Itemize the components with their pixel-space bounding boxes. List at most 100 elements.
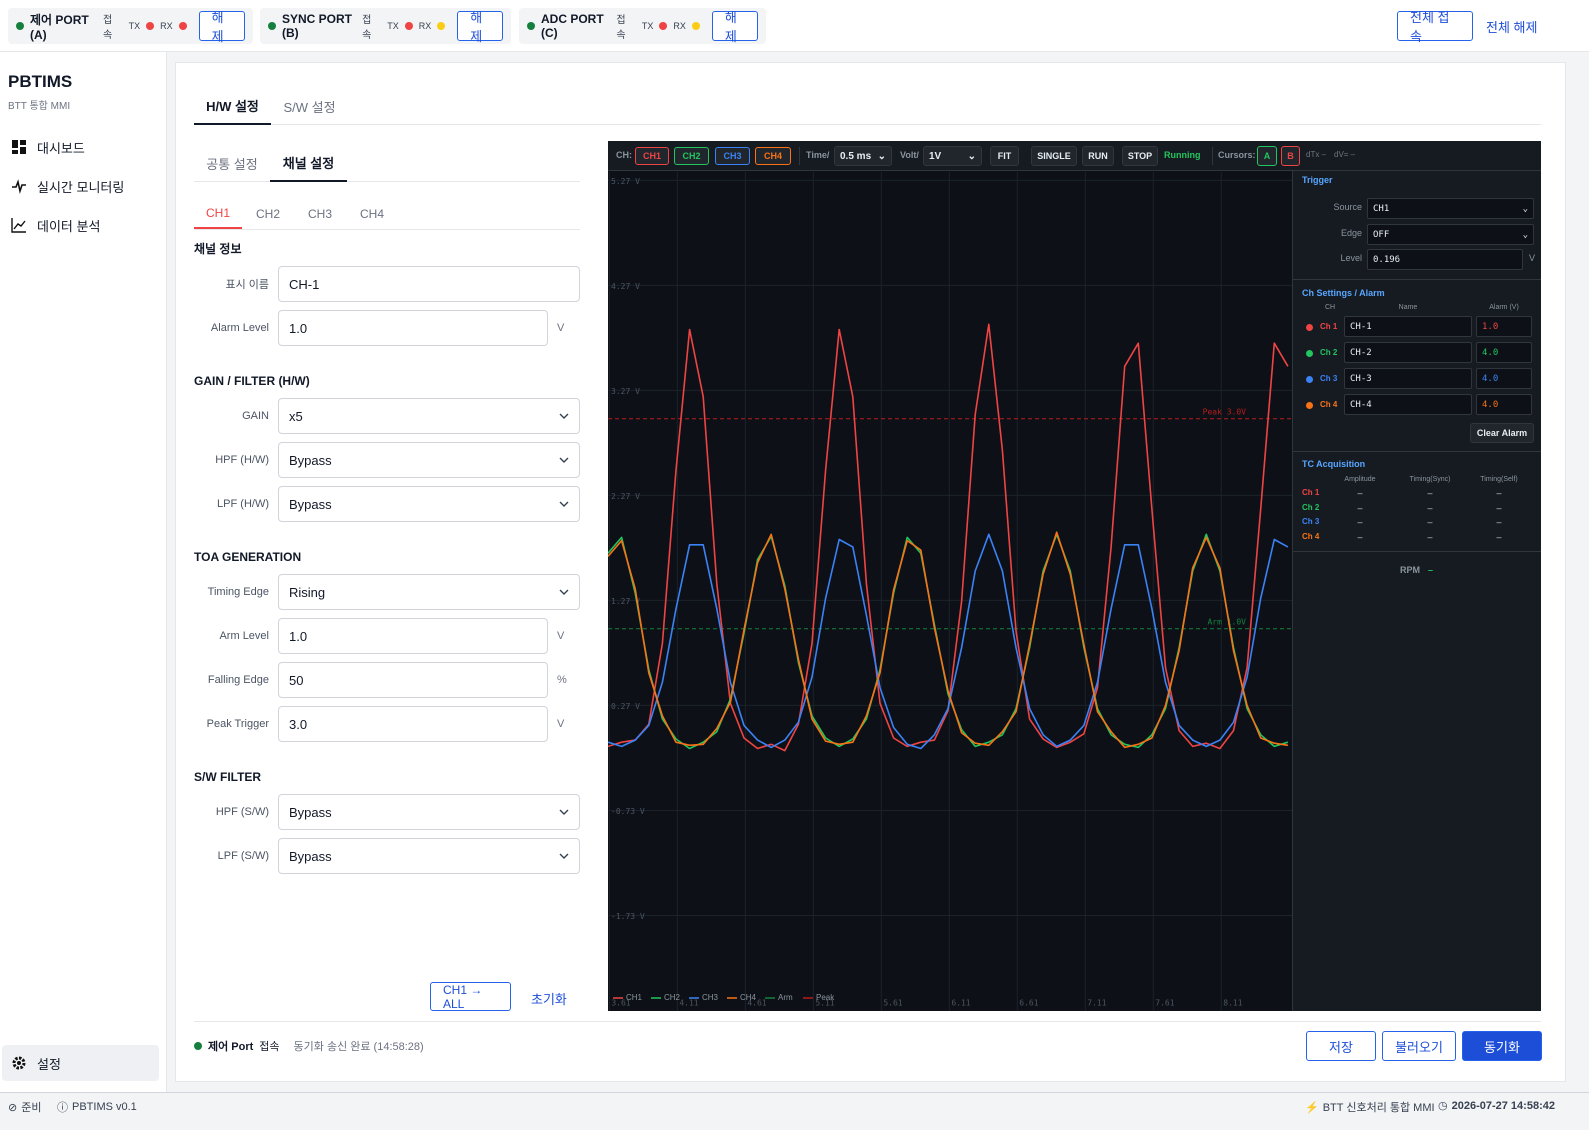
port-status: 접속 [102, 15, 113, 41]
disconnect-button[interactable]: 해제 [198, 10, 245, 44]
y-tick-label: 0.27 V [611, 702, 640, 711]
rx-label: RX [673, 21, 686, 31]
select[interactable]: Rising [278, 574, 580, 610]
cursor-b-button[interactable]: B [1281, 146, 1300, 166]
chevron [559, 457, 569, 463]
series-line [608, 323, 1289, 752]
connect-all-button[interactable]: 전체 접속 [1397, 10, 1473, 44]
y-tick-label: 5.27 V [611, 177, 640, 186]
chevron: ⌄ [967, 150, 976, 162]
sync-button[interactable]: 동기화 [1462, 1031, 1542, 1061]
tc-value: – [1496, 488, 1502, 498]
field-value: Bypass [289, 848, 332, 864]
level-input[interactable]: 0.196 [1367, 249, 1523, 270]
disconnect-button[interactable]: 해제 [457, 10, 503, 44]
chevron [559, 853, 569, 859]
select[interactable]: Bypass [278, 442, 580, 478]
run-button[interactable]: RUN [1082, 146, 1114, 166]
alarm-header: CH [1324, 304, 1336, 311]
ch-tab[interactable]: CH4 [359, 206, 384, 221]
disconnect-all-button[interactable]: 전체 해제 [1486, 20, 1538, 35]
source-value: CH1 [1373, 203, 1390, 214]
text-input[interactable]: 3.0 [278, 706, 548, 742]
text-input[interactable]: 1.0 [278, 310, 548, 346]
port-name: 제어 PORT (A) [30, 12, 89, 42]
disconnect-button[interactable]: 해제 [711, 10, 758, 44]
channel-label: Ch 1 [1320, 322, 1338, 331]
sw-tab[interactable]: S/W 설정 [283, 100, 336, 115]
version-text: PBTIMS v0.1 [72, 1101, 137, 1113]
single-button[interactable]: SINGLE [1031, 146, 1077, 166]
name-input[interactable]: CH-4 [1344, 394, 1472, 415]
load-button[interactable]: 불러오기 [1382, 1031, 1456, 1061]
settings-label: 설정 [37, 1056, 61, 1072]
select[interactable]: Bypass [278, 838, 580, 874]
channel-toggle[interactable]: CH2 [674, 147, 709, 165]
menu-item[interactable]: 데이터 분석 [11, 215, 100, 235]
select[interactable]: Bypass [278, 486, 580, 522]
y-tick-label: -0.73 V [611, 807, 645, 816]
section-title: TOA GENERATION [194, 550, 302, 564]
gear-icon [12, 1056, 26, 1070]
menu-item[interactable]: 대시보드 [11, 137, 85, 157]
channel-toggle[interactable]: CH3 [715, 147, 750, 165]
port-name: SYNC PORT (B) [282, 12, 353, 40]
scope-side-panel: Trigger Source CH1 ⌄ Edge OFF ⌄ Level 0.19… [1292, 171, 1541, 1011]
text-input[interactable]: CH-1 [278, 266, 580, 302]
save-button[interactable]: 저장 [1306, 1031, 1376, 1061]
source-select[interactable]: CH1 ⌄ [1367, 198, 1534, 219]
name-value: CH-1 [1350, 321, 1372, 332]
tc-channel: Ch 3 [1302, 517, 1320, 527]
reset-button[interactable]: 초기화 [531, 992, 567, 1007]
edge-label: Edge [1340, 228, 1362, 238]
field-label: Arm Level [219, 630, 269, 642]
alarm-input[interactable]: 4.0 [1476, 342, 1532, 363]
clear-alarm-button[interactable]: Clear Alarm [1470, 423, 1534, 443]
name-input[interactable]: CH-1 [1344, 316, 1472, 337]
section-title: 채널 정보 [194, 242, 242, 256]
cursor-a-button[interactable]: A [1257, 146, 1277, 166]
edge-select[interactable]: OFF ⌄ [1367, 224, 1534, 245]
fit-button[interactable]: FIT [990, 146, 1019, 166]
select[interactable]: x5 [278, 398, 580, 434]
name-value: CH-2 [1350, 347, 1372, 358]
time-select[interactable]: 0.5 ms ⌄ [834, 146, 892, 166]
alarm-header: Name [1398, 304, 1418, 311]
stop-button[interactable]: STOP [1122, 146, 1158, 166]
rx-label: RX [160, 21, 173, 31]
channel-toggle[interactable]: CH1 [635, 147, 669, 165]
alarm-input[interactable]: 4.0 [1476, 394, 1532, 415]
select[interactable]: Bypass [278, 794, 580, 830]
common-tab[interactable]: 공통 설정 [206, 157, 258, 172]
copy-all-button[interactable]: CH1 → ALL [430, 982, 511, 1011]
channel-tab[interactable]: 채널 설정 [270, 145, 347, 182]
ch-tab[interactable]: CH1 [194, 198, 242, 229]
channel-form: 채널 정보 표시 이름 CH-1 Alarm Level 1.0 V GAIN / FILT… [194, 240, 580, 882]
legend-label: CH2 [664, 993, 681, 1002]
text-input[interactable]: 1.0 [278, 618, 548, 654]
alarm-input[interactable]: 4.0 [1476, 368, 1532, 389]
settings-menu[interactable]: 설정 [2, 1045, 159, 1081]
field-value: x5 [289, 408, 303, 424]
menu-item[interactable]: 실시간 모니터링 [11, 176, 124, 196]
field-label: HPF (H/W) [215, 454, 269, 466]
name-input[interactable]: CH-3 [1344, 368, 1472, 389]
channel-toggle[interactable]: CH4 [755, 147, 791, 165]
chevron-icon [559, 501, 569, 507]
text-input[interactable]: 50 [278, 662, 548, 698]
ch-tab[interactable]: CH3 [307, 206, 332, 221]
legend-label: CH1 [626, 993, 643, 1002]
tx-label: TX [641, 21, 654, 31]
tx-label: TX [128, 21, 141, 31]
ch-tab[interactable]: CH2 [255, 206, 280, 221]
form-row: Arm Level 1.0 V [194, 618, 580, 654]
hw-tab[interactable]: H/W 설정 [194, 88, 271, 125]
name-input[interactable]: CH-2 [1344, 342, 1472, 363]
alarm-input[interactable]: 1.0 [1476, 316, 1532, 337]
app-title: PBTIMS [8, 72, 73, 91]
tc-value: – [1496, 517, 1502, 528]
volt-select[interactable]: 1V ⌄ [923, 146, 982, 166]
time-value: 0.5 ms [840, 150, 872, 162]
volt-value: 1V [929, 150, 942, 162]
tc-value: – [1496, 532, 1502, 543]
